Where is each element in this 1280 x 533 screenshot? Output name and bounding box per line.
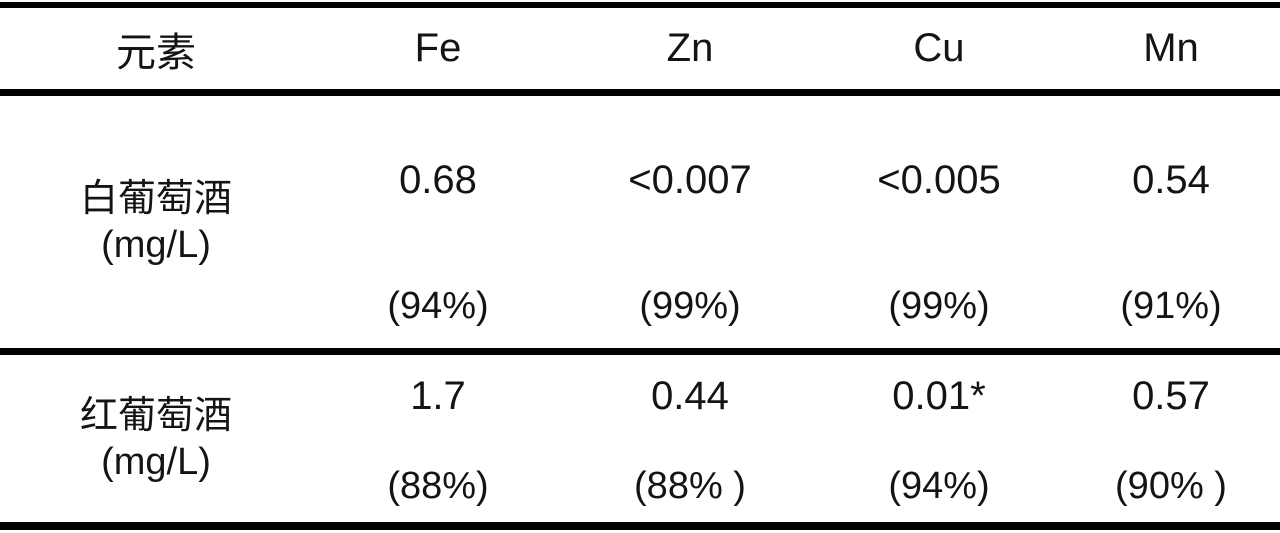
- column-header-cu: Cu: [913, 26, 965, 70]
- value-red-cu: 0.01*: [892, 373, 986, 418]
- red-wine-unit: (mg/L): [101, 440, 211, 483]
- column-header-mn: Mn: [1143, 26, 1199, 70]
- value-red-zn: 0.44: [651, 373, 729, 418]
- value-white-cu: <0.005: [877, 158, 1001, 202]
- column-header-zn: Zn: [666, 26, 714, 70]
- recovery-red-mn: (90% ): [1115, 464, 1227, 507]
- column-header-fe: Fe: [414, 26, 462, 70]
- recovery-red-cu: (94%): [888, 464, 990, 507]
- value-red-fe: 1.7: [410, 373, 466, 418]
- recovery-white-fe: (94%): [387, 285, 489, 327]
- table-top-rule: [0, 2, 1280, 8]
- value-white-mn: 0.54: [1132, 158, 1210, 202]
- value-white-fe: 0.68: [399, 158, 477, 202]
- value-red-mn: 0.57: [1132, 373, 1210, 418]
- table-bottom-rule: [0, 522, 1280, 530]
- recovery-white-mn: (91%): [1120, 285, 1222, 327]
- section-divider-rule: [0, 348, 1280, 355]
- column-header-element: 元素: [116, 30, 196, 75]
- row-label-red-wine: 红葡萄酒 (mg/L): [0, 355, 312, 522]
- value-white-zn: <0.007: [628, 158, 752, 202]
- recovery-red-zn: (88% ): [634, 464, 746, 507]
- recovery-white-zn: (99%): [639, 285, 741, 327]
- red-wine-name: 红葡萄酒: [79, 394, 232, 437]
- recovery-red-fe: (88%): [387, 464, 489, 507]
- white-wine-name: 白葡萄酒: [79, 178, 232, 220]
- recovery-white-cu: (99%): [888, 285, 990, 327]
- row-label-white-wine: 白葡萄酒 (mg/L): [0, 96, 312, 348]
- white-wine-unit: (mg/L): [101, 224, 211, 266]
- header-bottom-rule: [0, 89, 1280, 96]
